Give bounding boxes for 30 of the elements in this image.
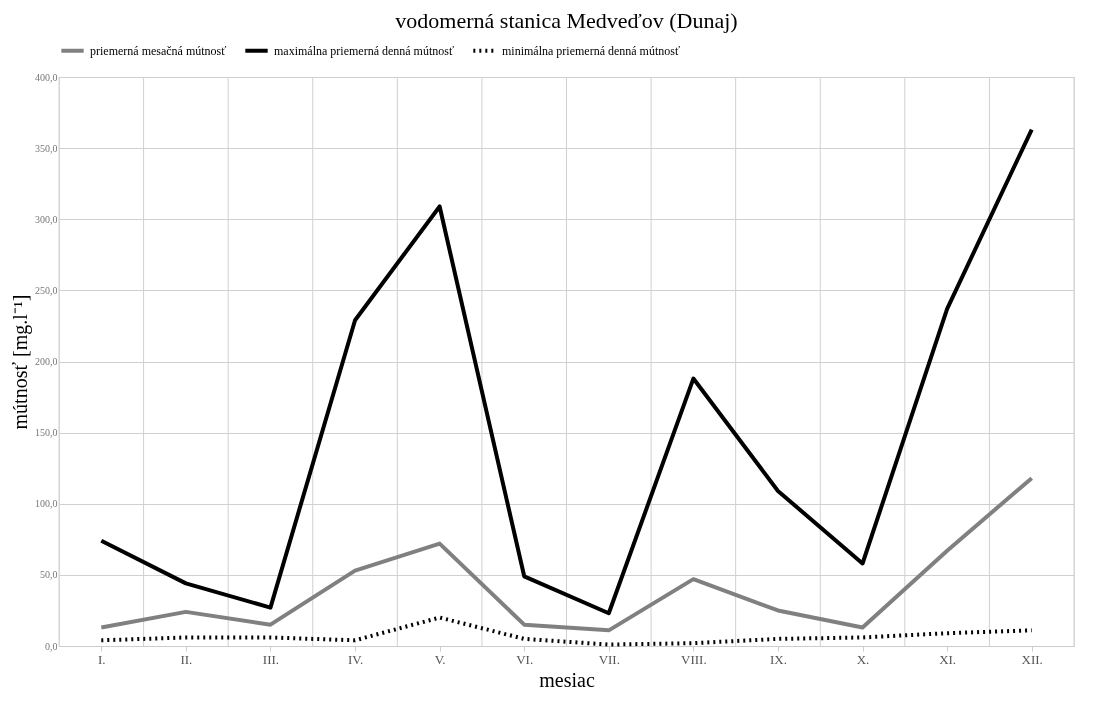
x-tick-label: X.	[856, 651, 870, 667]
x-tick-label: I.	[97, 651, 106, 667]
legend-label: minimálna priemerná denná mútnosť	[502, 43, 681, 58]
y-tick-label: 0,0	[45, 640, 58, 652]
x-axis-title: mesiac	[539, 668, 595, 691]
y-tick-label: 400,0	[35, 71, 58, 83]
chart-title: vodomerná stanica Medveďov (Dunaj)	[395, 8, 738, 33]
y-tick-label: 150,0	[35, 427, 58, 439]
legend-label: maximálna priemerná denná mútnosť	[274, 43, 455, 58]
y-tick-label: 50,0	[40, 569, 58, 581]
x-tick-label: VI.	[516, 651, 534, 667]
y-axis-title: mútnosť [mg.l⁻¹]	[9, 294, 32, 430]
x-tick-label: XII.	[1021, 651, 1043, 667]
y-tick-label: 100,0	[35, 498, 58, 510]
y-tick-label: 200,0	[35, 356, 58, 367]
legend-label: priemerná mesačná mútnosť	[90, 43, 227, 58]
x-tick-label: III.	[262, 651, 280, 667]
line-series	[99, 476, 1034, 633]
y-tick-label: 300,0	[35, 213, 58, 225]
x-tick-label: V.	[434, 651, 446, 667]
y-tick-label: 350,0	[35, 142, 58, 154]
line-series	[99, 615, 1034, 647]
y-tick-label: 250,0	[35, 284, 58, 296]
line-series	[99, 127, 1034, 616]
x-tick-label: IV.	[347, 651, 364, 667]
x-tick-label: VIII.	[681, 651, 707, 667]
x-tick-label: XI.	[939, 651, 957, 667]
x-tick-label: VII.	[598, 651, 620, 667]
x-tick-label: II.	[180, 651, 193, 667]
x-tick-label: IX.	[769, 651, 787, 667]
